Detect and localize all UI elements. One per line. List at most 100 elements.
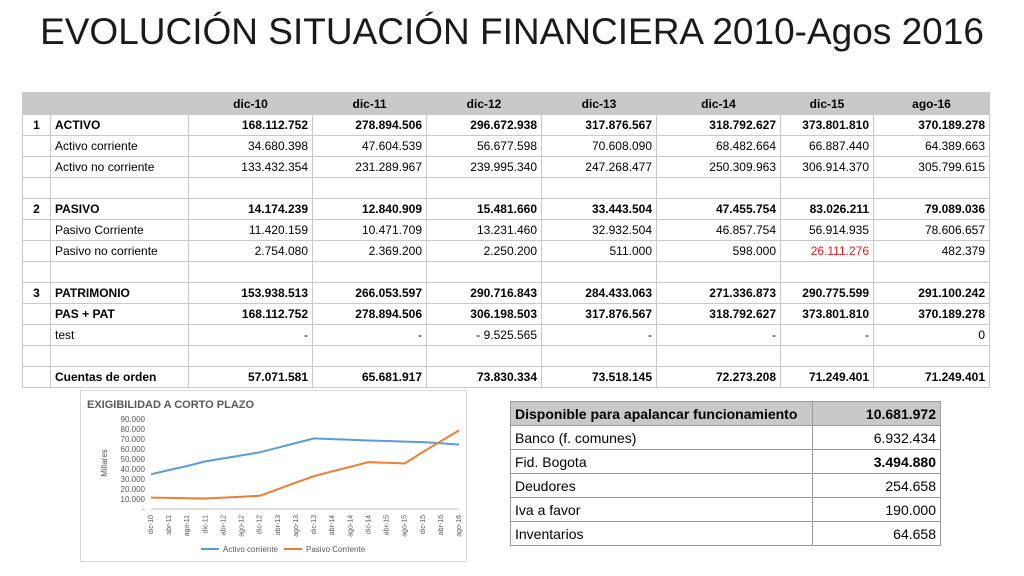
value-cell: 290.775.599 xyxy=(780,282,874,304)
value-cell: 10.471.709 xyxy=(312,219,427,241)
value-cell: 284.433.063 xyxy=(541,282,657,304)
x-tick-label: dic-11 xyxy=(202,515,209,534)
value-cell: 168.112.752 xyxy=(188,303,313,325)
side-header-row: Disponible para apalancar funcionamiento… xyxy=(510,401,941,426)
y-axis-label: Millares xyxy=(100,449,109,477)
side-row-value: 3.494.880 xyxy=(812,449,941,474)
value-cell: 14.174.239 xyxy=(188,198,313,220)
value-cell: 12.840.909 xyxy=(312,198,427,220)
value-cell: 2.250.200 xyxy=(426,240,542,262)
row-index xyxy=(22,156,51,178)
x-tick-label: abr-11 xyxy=(166,515,173,535)
value-cell xyxy=(541,261,657,283)
value-cell: 56.914.935 xyxy=(780,219,874,241)
row-index: 3 xyxy=(22,282,51,304)
side-header-label: Disponible para apalancar funcionamiento xyxy=(510,401,813,426)
header-cell: dic-10 xyxy=(188,92,313,115)
x-tick-label: abr-14 xyxy=(329,515,336,535)
value-cell: - 9.525.565 xyxy=(426,324,542,346)
value-cell: 296.672.938 xyxy=(426,114,542,136)
value-cell: 153.938.513 xyxy=(188,282,313,304)
header-cell: dic-12 xyxy=(426,92,542,115)
value-cell: 306.914.370 xyxy=(780,156,874,178)
row-label: ACTIVO xyxy=(50,114,189,136)
page-title: EVOLUCIÓN SITUACIÓN FINANCIERA 2010-Agos… xyxy=(40,11,984,52)
legend-label: Activo corriente xyxy=(223,545,279,554)
value-cell: 68.482.664 xyxy=(656,135,781,157)
side-row-value: 64.658 xyxy=(812,521,941,546)
table-row: test - - - 9.525.565- - -0 xyxy=(22,324,990,346)
value-cell xyxy=(780,345,874,367)
header-cell: dic-15 xyxy=(780,92,874,115)
table-row: Activo corriente 34.680.398 47.604.539 56.6… xyxy=(22,135,990,157)
x-tick-label: abr-16 xyxy=(438,515,445,535)
value-cell: 306.198.503 xyxy=(426,303,542,325)
x-tick-label: ago-15 xyxy=(402,515,409,537)
row-index xyxy=(22,324,51,346)
row-label: Cuentas de orden xyxy=(50,366,189,388)
disponible-table: Disponible para apalancar funcionamiento… xyxy=(510,401,941,546)
x-tick-label: dic-10 xyxy=(148,515,155,534)
side-row-value: 6.932.434 xyxy=(812,425,941,450)
value-cell: 511.000 xyxy=(541,240,657,262)
value-cell: 317.876.567 xyxy=(541,303,657,325)
row-label: Activo no corriente xyxy=(50,156,189,178)
value-cell: 73.518.145 xyxy=(541,366,657,388)
value-cell: 231.289.967 xyxy=(312,156,427,178)
x-tick-label: ago-13 xyxy=(293,515,300,537)
value-cell: 15.481.660 xyxy=(426,198,542,220)
value-cell: 47.455.754 xyxy=(656,198,781,220)
header-cell: dic-11 xyxy=(312,92,427,115)
x-tick-label: ago-16 xyxy=(456,515,463,537)
row-index xyxy=(22,345,51,367)
value-cell: - xyxy=(541,324,657,346)
value-cell: 239.995.340 xyxy=(426,156,542,178)
y-tick-label: 10.000 xyxy=(121,495,146,504)
value-cell: 83.026.211 xyxy=(780,198,874,220)
value-cell: 32.932.504 xyxy=(541,219,657,241)
x-tick-label: abr-15 xyxy=(384,515,391,535)
value-cell: - xyxy=(312,324,427,346)
y-tick-label: 20.000 xyxy=(121,485,146,494)
value-cell xyxy=(873,177,990,199)
y-tick-label: 60.000 xyxy=(121,445,146,454)
value-cell xyxy=(312,345,427,367)
value-cell xyxy=(426,177,542,199)
value-cell: 34.680.398 xyxy=(188,135,313,157)
value-cell: - xyxy=(656,324,781,346)
row-index xyxy=(22,261,51,283)
row-index xyxy=(22,240,51,262)
value-cell: - xyxy=(188,324,313,346)
row-label: PATRIMONIO xyxy=(50,282,189,304)
value-cell: 598.000 xyxy=(656,240,781,262)
table-row: PAS + PAT 168.112.752 278.894.506 306.198.5… xyxy=(22,303,990,325)
table-header-row: dic-10 dic-11 dic-12 dic-13 dic-14 dic-15 ago-… xyxy=(22,92,990,115)
table-row xyxy=(22,345,990,367)
side-row-label: Iva a favor xyxy=(510,497,813,522)
row-index: 2 xyxy=(22,198,51,220)
chart-svg: EXIGIBILIDAD A CORTO PLAZO Millares -10.00… xyxy=(87,399,463,554)
value-cell xyxy=(312,177,427,199)
table-row: Pasivo no corriente 2.754.080 2.369.200 2.2… xyxy=(22,240,990,262)
row-index xyxy=(22,135,51,157)
table-row: 1 ACTIVO 168.112.752 278.894.506 296.672.938… xyxy=(22,114,990,136)
header-cell: dic-14 xyxy=(656,92,781,115)
row-label: PAS + PAT xyxy=(50,303,189,325)
value-cell: 13.231.460 xyxy=(426,219,542,241)
table-row: Pasivo Corriente 11.420.159 10.471.709 13.2… xyxy=(22,219,990,241)
value-cell: 271.336.873 xyxy=(656,282,781,304)
row-label: Pasivo no corriente xyxy=(50,240,189,262)
y-tick-label: 90.000 xyxy=(121,415,146,424)
row-index: 1 xyxy=(22,114,51,136)
value-cell: 370.189.278 xyxy=(873,114,990,136)
value-cell: 2.369.200 xyxy=(312,240,427,262)
legend-label: Pasivo Corriente xyxy=(306,545,366,554)
x-tick-label: dic-14 xyxy=(365,515,372,534)
value-cell: 11.420.159 xyxy=(188,219,313,241)
row-label: test xyxy=(50,324,189,346)
y-tick-label: 70.000 xyxy=(121,435,146,444)
y-tick-label: 30.000 xyxy=(121,475,146,484)
value-cell: 66.887.440 xyxy=(780,135,874,157)
table-row xyxy=(22,177,990,199)
value-cell: 250.309.963 xyxy=(656,156,781,178)
